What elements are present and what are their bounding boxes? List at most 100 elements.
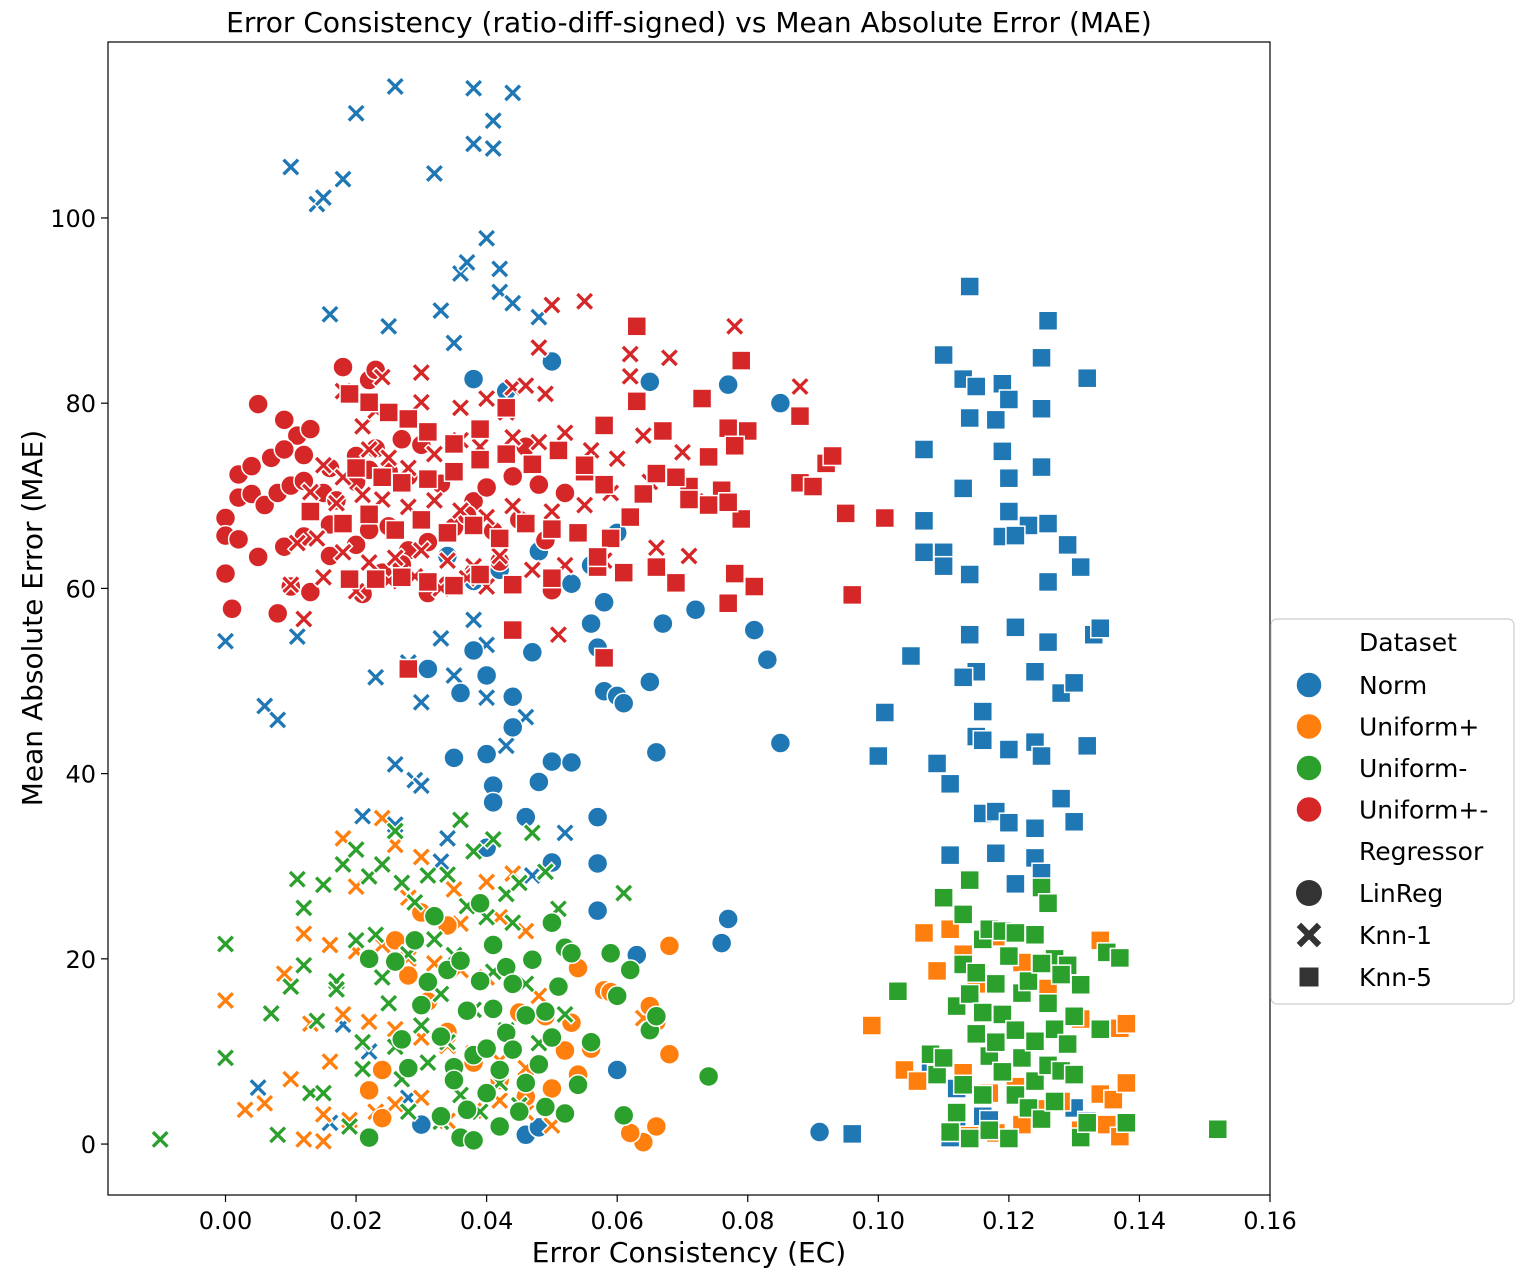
point-norm-linreg [436, 545, 459, 567]
point-norm-linreg [541, 750, 563, 773]
y-tick-label: 20 [65, 946, 96, 974]
point-uniformpm-knn-1 [423, 443, 445, 465]
point-uniformpm-knn-5 [443, 433, 465, 455]
point-uniform-knn-1 [397, 1101, 419, 1123]
point-norm-knn-5 [959, 624, 980, 645]
point-uniformpm-knn-5 [841, 584, 863, 606]
point-uniformpm-knn-1 [619, 365, 641, 387]
point-norm-linreg [645, 741, 668, 764]
point-norm-knn-1 [430, 300, 452, 322]
point-uniformpm-knn-1 [436, 550, 459, 572]
point-uniformpm-linreg [299, 418, 322, 440]
point-norm-linreg [593, 591, 615, 614]
point-uniformpm-knn-1 [325, 492, 348, 514]
point-uniform-linreg [501, 973, 524, 995]
point-norm-linreg [717, 908, 739, 930]
point-uniformpm-knn-5 [384, 519, 406, 541]
y-tick-label: 0 [81, 1131, 96, 1159]
point-uniformpm-knn-1 [299, 481, 321, 503]
point-uniform-knn-1 [371, 853, 393, 875]
point-uniformpm-knn-5 [378, 402, 399, 423]
point-uniform-linreg [410, 994, 433, 1016]
point-uniformpm-knn-5 [339, 383, 360, 405]
point-uniformpmlinreg [371, 1059, 393, 1081]
point-uniform-knn-5 [1011, 1047, 1033, 1069]
point-uniform-linreg [697, 1065, 720, 1088]
point-uniform-knn-1 [378, 992, 400, 1014]
point-norm-knn-1 [554, 822, 576, 844]
x-tick-label: 0.14 [1113, 1207, 1166, 1235]
point-uniform-knn-5 [959, 869, 980, 891]
point-norm-knn-5 [1005, 525, 1026, 546]
point-norm-knn-1 [365, 666, 387, 688]
point-uniform-linreg [475, 1082, 498, 1104]
x-tick-label: 0.16 [1243, 1207, 1296, 1235]
point-uniform-knn-5 [1057, 1033, 1078, 1055]
point-uniform-knn-1 [502, 912, 524, 934]
point-norm-knn-1 [443, 664, 465, 687]
point-norm-knn-1 [456, 251, 478, 273]
point-norm-knn-5 [933, 555, 954, 577]
point-uniformpm-knn-5 [691, 388, 713, 409]
point-uniformpm-knn-5 [332, 513, 354, 534]
point-norm-linreg [475, 664, 498, 687]
y-axis-label: Mean Absolute Error (MAE) [16, 430, 49, 806]
point-norm-linreg [639, 671, 661, 693]
point-uniform-linreg [515, 1004, 537, 1027]
point-uniformpmknn-1 [312, 1103, 334, 1125]
point-uniformpmlinreg [358, 1079, 380, 1102]
point-norm-knn-5 [1031, 745, 1052, 767]
point-norm-knn-5 [959, 564, 980, 585]
point-uniform-knn-5 [1063, 1064, 1085, 1085]
point-uniform-knn-1 [260, 1002, 282, 1025]
point-norm-knn-5 [1031, 347, 1052, 369]
point-uniformpm-knn-5 [469, 449, 491, 470]
point-uniformpm-knn-1 [671, 441, 694, 463]
point-uniform-knn-1 [613, 882, 635, 904]
point-uniform-knn-1 [149, 1128, 171, 1150]
point-uniformpm-knn-1 [378, 447, 400, 469]
x-tick-label: 0.06 [590, 1207, 643, 1235]
point-uniform-linreg [521, 949, 544, 971]
point-uniform-knn-1 [449, 809, 472, 831]
point-uniformpm-knn-5 [724, 435, 745, 457]
point-uniform-knn-5 [1024, 924, 1046, 946]
point-uniformpm-knn-1 [449, 397, 472, 419]
point-norm-knn-1 [286, 626, 308, 648]
point-uniform-knn-5 [1050, 964, 1072, 985]
point-norm-knn-5 [965, 376, 987, 397]
point-norm-knn-5 [913, 439, 935, 460]
point-uniform-knn-5 [1207, 1118, 1229, 1140]
point-uniformpm-knn-5 [600, 528, 621, 549]
point-uniformpm-linreg [247, 393, 269, 415]
point-norm-linreg [462, 368, 485, 390]
point-uniformpm-linreg [273, 409, 296, 431]
point-uniformpm-knn-5 [874, 507, 896, 529]
point-uniform-linreg [612, 1104, 635, 1127]
point-norm-knn-5 [985, 409, 1007, 431]
point-uniformpm-linreg [221, 598, 243, 620]
point-uniformpm-knn-5 [417, 571, 439, 593]
point-uniformpm-linreg [299, 581, 322, 603]
legend-label-regressor: LinReg [1359, 879, 1443, 908]
point-uniformpm-knn-1 [574, 290, 596, 312]
point-uniformpm-knn-1 [358, 551, 380, 574]
point-norm-knn-5 [952, 667, 974, 688]
point-uniform-knn-5 [1090, 1018, 1111, 1040]
point-uniformpm-linreg [227, 528, 250, 551]
point-uniform-knn-5 [1005, 922, 1026, 944]
point-uniform-knn-5 [1116, 1112, 1137, 1134]
point-uniformpm-knn-5 [567, 522, 589, 544]
point-uniformpm-knn-5 [417, 421, 439, 443]
point-uniformpm-knn-1 [358, 438, 380, 461]
point-uniform-knn-1 [345, 929, 367, 951]
point-uniform-knn-5 [965, 1023, 987, 1045]
point-uniformpmknn-1 [332, 1003, 354, 1025]
point-uniformpm-knn-5 [365, 568, 386, 590]
point-norm-knn-5 [959, 276, 980, 297]
x-tick-label: 0.02 [329, 1207, 382, 1235]
point-norm-knn-5 [1024, 661, 1046, 683]
point-uniformpm-knn-5 [502, 574, 523, 595]
legend-marker-regressor [1299, 967, 1319, 987]
point-uniformpm-knn-5 [730, 350, 752, 371]
